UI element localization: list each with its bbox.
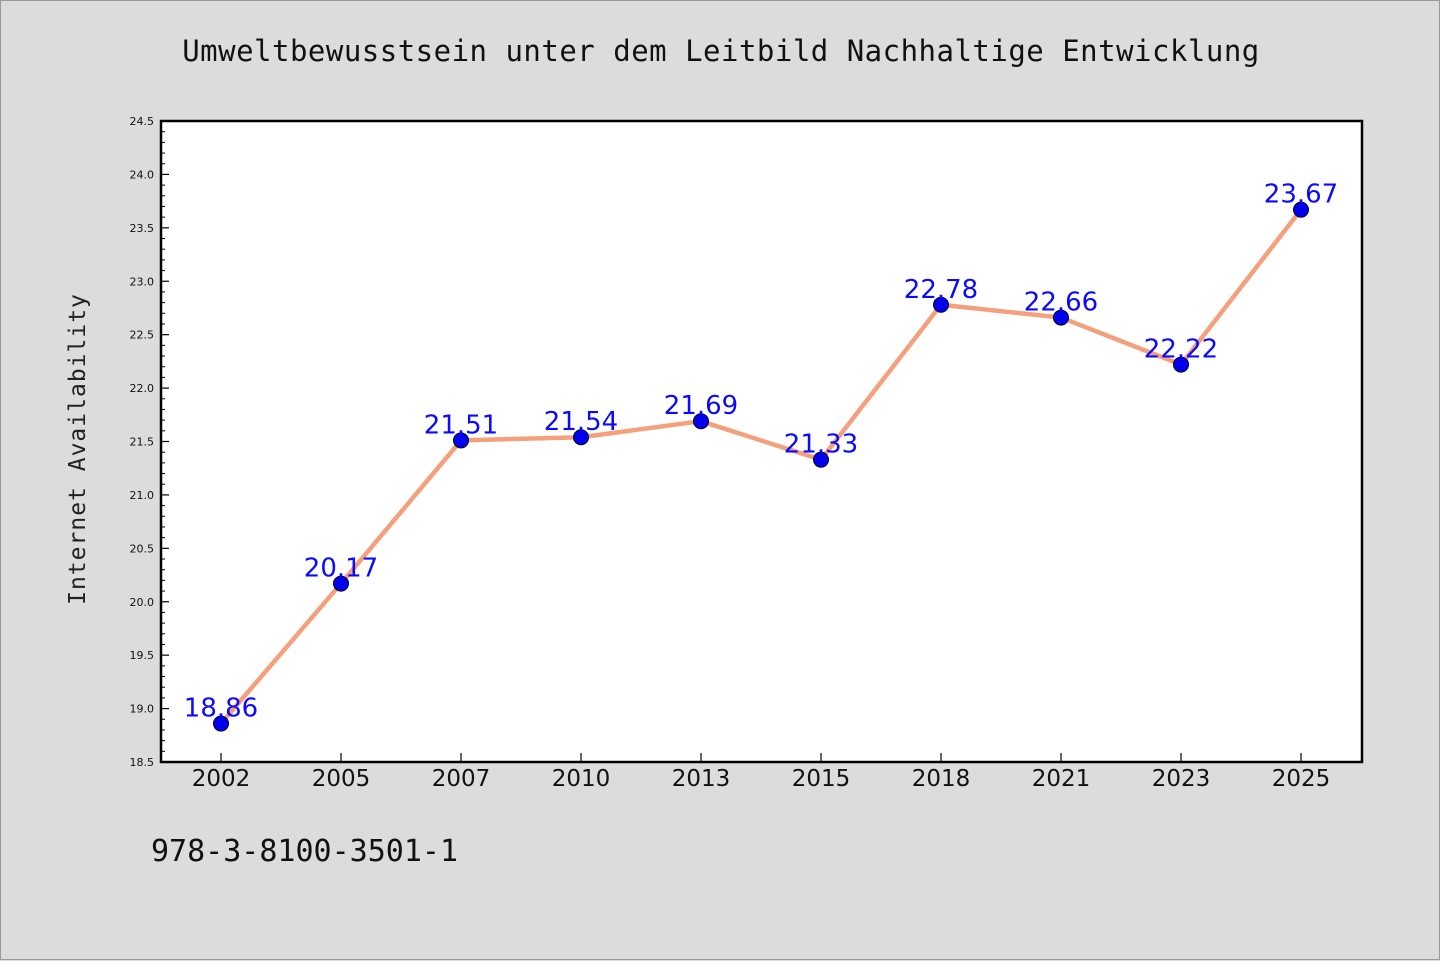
y-tick-label: 20.5 — [130, 542, 155, 555]
x-tick-label: 2005 — [312, 766, 371, 792]
y-tick-label: 19.0 — [130, 703, 155, 716]
y-tick-label: 24.5 — [130, 115, 155, 128]
y-tick-label: 21.5 — [130, 436, 155, 449]
y-tick-label: 20.0 — [130, 596, 155, 609]
series-line — [218, 207, 1304, 726]
y-tick-label: 24.0 — [130, 168, 155, 181]
x-tick-label: 2007 — [432, 766, 491, 792]
x-tick-label: 2010 — [552, 766, 611, 792]
y-axis-label: Internet Availability — [65, 293, 91, 605]
data-point — [693, 413, 709, 430]
data-point — [813, 451, 829, 468]
data-labels-group: 18.86 20.17 21.51 21.54 21.69 21.33 22.78 22.66… — [184, 180, 1338, 724]
series-markers-group — [213, 201, 1309, 732]
x-tick-label: 2002 — [192, 766, 251, 792]
data-label: 22.66 — [1024, 288, 1098, 318]
chart-title: Umweltbewusstsein unter dem Leitbild Nac… — [182, 34, 1260, 68]
x-axis: 2002 2005 2007 2010 2013 2015 2018 2021 2023 2025 — [192, 753, 1331, 792]
data-point — [453, 432, 469, 449]
data-point — [213, 715, 229, 732]
data-label: 23.67 — [1264, 180, 1338, 210]
data-label: 21.51 — [424, 410, 498, 440]
y-tick-label: 22.0 — [130, 382, 155, 395]
data-point — [333, 575, 349, 592]
y-tick-label: 21.0 — [130, 489, 155, 502]
data-point — [1173, 356, 1189, 373]
data-point — [573, 429, 589, 446]
x-tick-label: 2023 — [1152, 766, 1211, 792]
data-point — [933, 296, 949, 313]
y-tick-label: 22.5 — [130, 329, 155, 342]
data-point — [1053, 309, 1069, 326]
data-label: 21.33 — [784, 430, 858, 460]
x-tick-label: 2013 — [672, 766, 731, 792]
data-label: 22.78 — [904, 275, 978, 305]
series-line-group — [218, 207, 1304, 726]
data-label: 20.17 — [304, 554, 378, 584]
data-label: 18.86 — [184, 694, 258, 724]
x-tick-label: 2015 — [792, 766, 851, 792]
data-label: 21.54 — [544, 407, 618, 437]
y-axis: 18.5 19.0 19.5 20.0 20.5 21.0 21.5 22.0 22.5 23.0… — [130, 115, 169, 769]
y-tick-label: 18.5 — [130, 756, 155, 769]
x-tick-label: 2018 — [912, 766, 971, 792]
y-tick-label: 23.0 — [130, 275, 155, 288]
x-tick-label: 2021 — [1032, 766, 1091, 792]
y-tick-label: 23.5 — [130, 222, 155, 235]
footer-code: 978-3-8100-3501-1 — [151, 834, 459, 869]
data-label: 21.69 — [664, 391, 738, 421]
x-tick-label: 2025 — [1272, 766, 1331, 792]
data-point — [1293, 201, 1309, 218]
data-label: 22.22 — [1144, 335, 1218, 365]
y-tick-label: 19.5 — [130, 649, 155, 662]
